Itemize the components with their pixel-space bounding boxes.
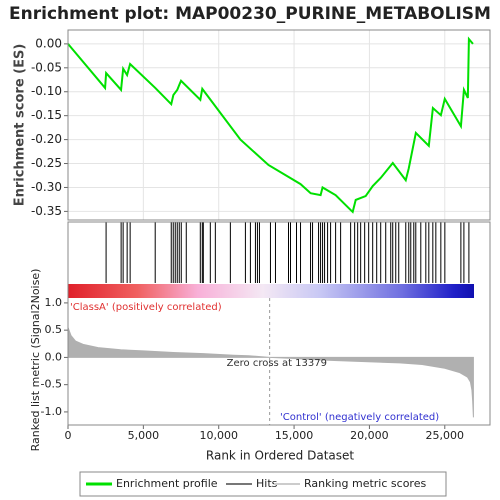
y-tick-label: -0.10 — [31, 84, 62, 98]
y-tick-label: -0.25 — [31, 156, 62, 170]
plot-frame — [67, 29, 491, 221]
x-tick-label: 5,000 — [128, 429, 160, 442]
metric-tick-label: 0.0 — [45, 350, 63, 363]
x-tick-label: 15,000 — [275, 429, 314, 442]
legend-label: Hits — [256, 477, 278, 490]
enrichment-line — [67, 36, 474, 214]
x-tick-label: 10,000 — [199, 429, 238, 442]
metric-tick-label: -1.0 — [41, 405, 62, 418]
x-tick-label: 20,000 — [350, 429, 389, 442]
y-tick-label: -0.05 — [31, 60, 62, 74]
y-tick-label: -0.30 — [31, 180, 62, 194]
zero-cross-label: Zero cross at 13379 — [227, 358, 327, 369]
chart-title: Enrichment plot: MAP00230_PURINE_METABOL… — [9, 4, 491, 24]
y-axis-label: Enrichment score (ES) — [13, 44, 28, 207]
legend-label: Enrichment profile — [116, 477, 218, 490]
y-tick-label: 0.00 — [35, 36, 62, 50]
x-tick-label: 25,000 — [426, 429, 465, 442]
positive-label: 'ClassA' (positively correlated) — [70, 302, 222, 313]
metric-tick-label: 0.5 — [45, 323, 63, 336]
legend-label: Ranking metric scores — [304, 477, 426, 490]
metric-tick-label: -0.5 — [41, 378, 62, 391]
metric-tick-label: 1.0 — [45, 296, 63, 309]
legend — [79, 471, 447, 497]
x-axis-label: Rank in Ordered Dataset — [206, 449, 354, 463]
metric-axis-label: Ranked list metric (Signal2Noise) — [29, 269, 42, 452]
y-tick-label: -0.20 — [31, 132, 62, 146]
plot-frame — [67, 221, 491, 426]
color-bar — [68, 284, 474, 298]
x-tick-label: 0 — [65, 429, 72, 442]
y-tick-label: -0.35 — [31, 204, 62, 218]
negative-label: 'Control' (negatively correlated) — [280, 412, 439, 423]
metric-area — [67, 327, 474, 418]
y-tick-label: -0.15 — [31, 108, 62, 122]
